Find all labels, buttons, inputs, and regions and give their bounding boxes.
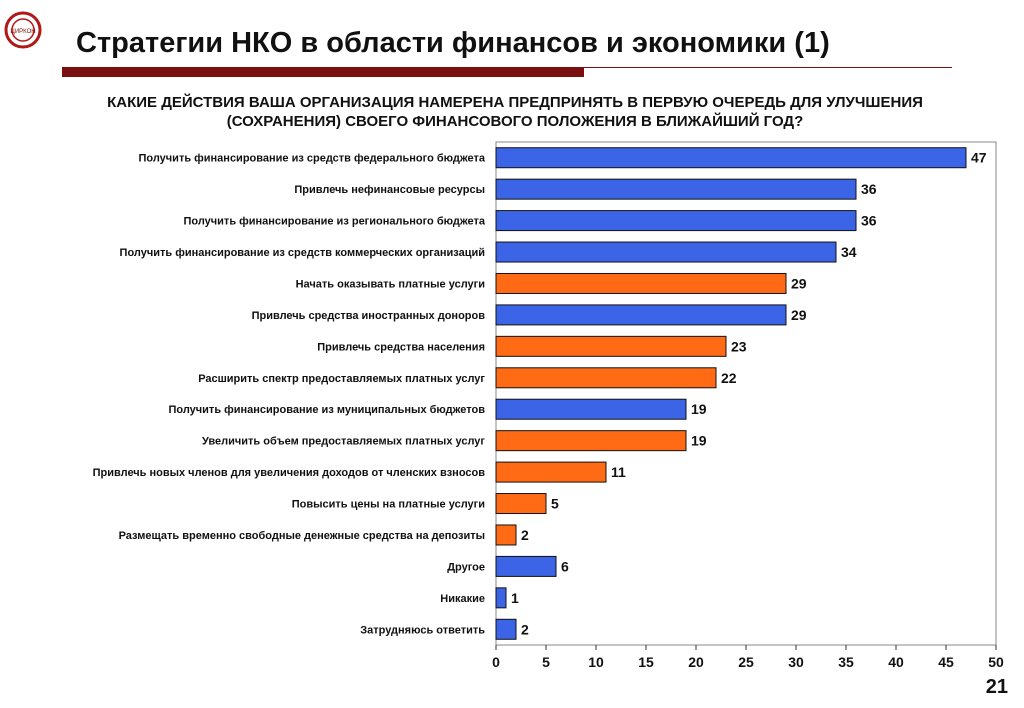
data-label: 11 [611, 464, 626, 480]
bar [495, 304, 787, 326]
category-label: Получить финансирование из муниципальных… [168, 404, 485, 416]
data-label: 36 [861, 181, 877, 197]
x-tick-label: 45 [938, 654, 954, 670]
x-tick-label: 35 [838, 654, 854, 670]
bar [495, 618, 517, 640]
logo: ЦИРКОН [4, 11, 42, 49]
bar [495, 493, 547, 515]
category-label: Размещать временно свободные денежные ср… [119, 530, 485, 542]
bar [495, 367, 717, 389]
category-label: Начать оказывать платные услуги [296, 278, 485, 290]
category-label: Увеличить объем предоставляемых платных … [202, 436, 485, 448]
category-label: Расширить спектр предоставляемых платных… [198, 373, 485, 385]
data-label: 2 [521, 527, 529, 543]
data-label: 1 [511, 590, 519, 606]
bar [495, 461, 607, 483]
x-tick-label: 25 [738, 654, 754, 670]
category-label: Никакие [440, 593, 485, 605]
bar [495, 272, 787, 294]
data-label: 5 [551, 496, 559, 512]
category-label: Привлечь нефинансовые ресурсы [294, 184, 485, 196]
category-label: Получить финансирование из средств комме… [120, 247, 485, 259]
x-tick-label: 30 [788, 654, 804, 670]
category-label: Другое [447, 561, 485, 573]
category-label: Получить финансирование из средств федер… [138, 153, 485, 165]
bar [495, 524, 517, 546]
bar [495, 210, 857, 232]
category-label: Получить финансирование из регионального… [183, 216, 485, 228]
bar [495, 430, 687, 452]
x-tick-label: 10 [588, 654, 604, 670]
data-label: 34 [841, 244, 857, 260]
category-label: Затрудняюсь ответить [360, 624, 485, 636]
x-tick-label: 40 [888, 654, 904, 670]
category-label: Привлечь средства иностранных доноров [252, 310, 486, 322]
logo-text: ЦИРКОН [10, 29, 35, 35]
page-title: Стратегии НКО в области финансов и эконо… [76, 27, 830, 59]
category-label: Привлечь средства населения [317, 341, 485, 353]
page-number: 21 [985, 676, 1008, 698]
data-label: 6 [561, 558, 569, 574]
x-tick-label: 50 [988, 654, 1004, 670]
x-tick-label: 5 [542, 654, 550, 670]
data-label: 2 [521, 621, 529, 637]
data-label: 19 [691, 433, 707, 449]
data-label: 47 [971, 150, 987, 166]
title-rule-accent [62, 67, 584, 77]
bar [495, 398, 687, 420]
data-label: 36 [861, 213, 877, 229]
bar [495, 335, 727, 357]
category-label: Повысить цены на платные услуги [292, 499, 485, 511]
category-label: Привлечь новых членов для увеличения дох… [93, 467, 486, 479]
data-label: 19 [691, 401, 707, 417]
bar [495, 587, 507, 609]
chart-question: КАКИЕ ДЕЙСТВИЯ ВАША ОРГАНИЗАЦИЯ НАМЕРЕНА… [107, 94, 923, 130]
bar [495, 147, 967, 169]
x-tick-label: 0 [492, 654, 500, 670]
bar [495, 178, 857, 200]
x-tick-label: 20 [688, 654, 704, 670]
data-label: 22 [721, 370, 737, 386]
data-label: 29 [791, 275, 807, 291]
bar [495, 241, 837, 263]
x-tick-label: 15 [638, 654, 654, 670]
data-label: 29 [791, 307, 807, 323]
data-label: 23 [731, 338, 747, 354]
bar [495, 555, 557, 577]
